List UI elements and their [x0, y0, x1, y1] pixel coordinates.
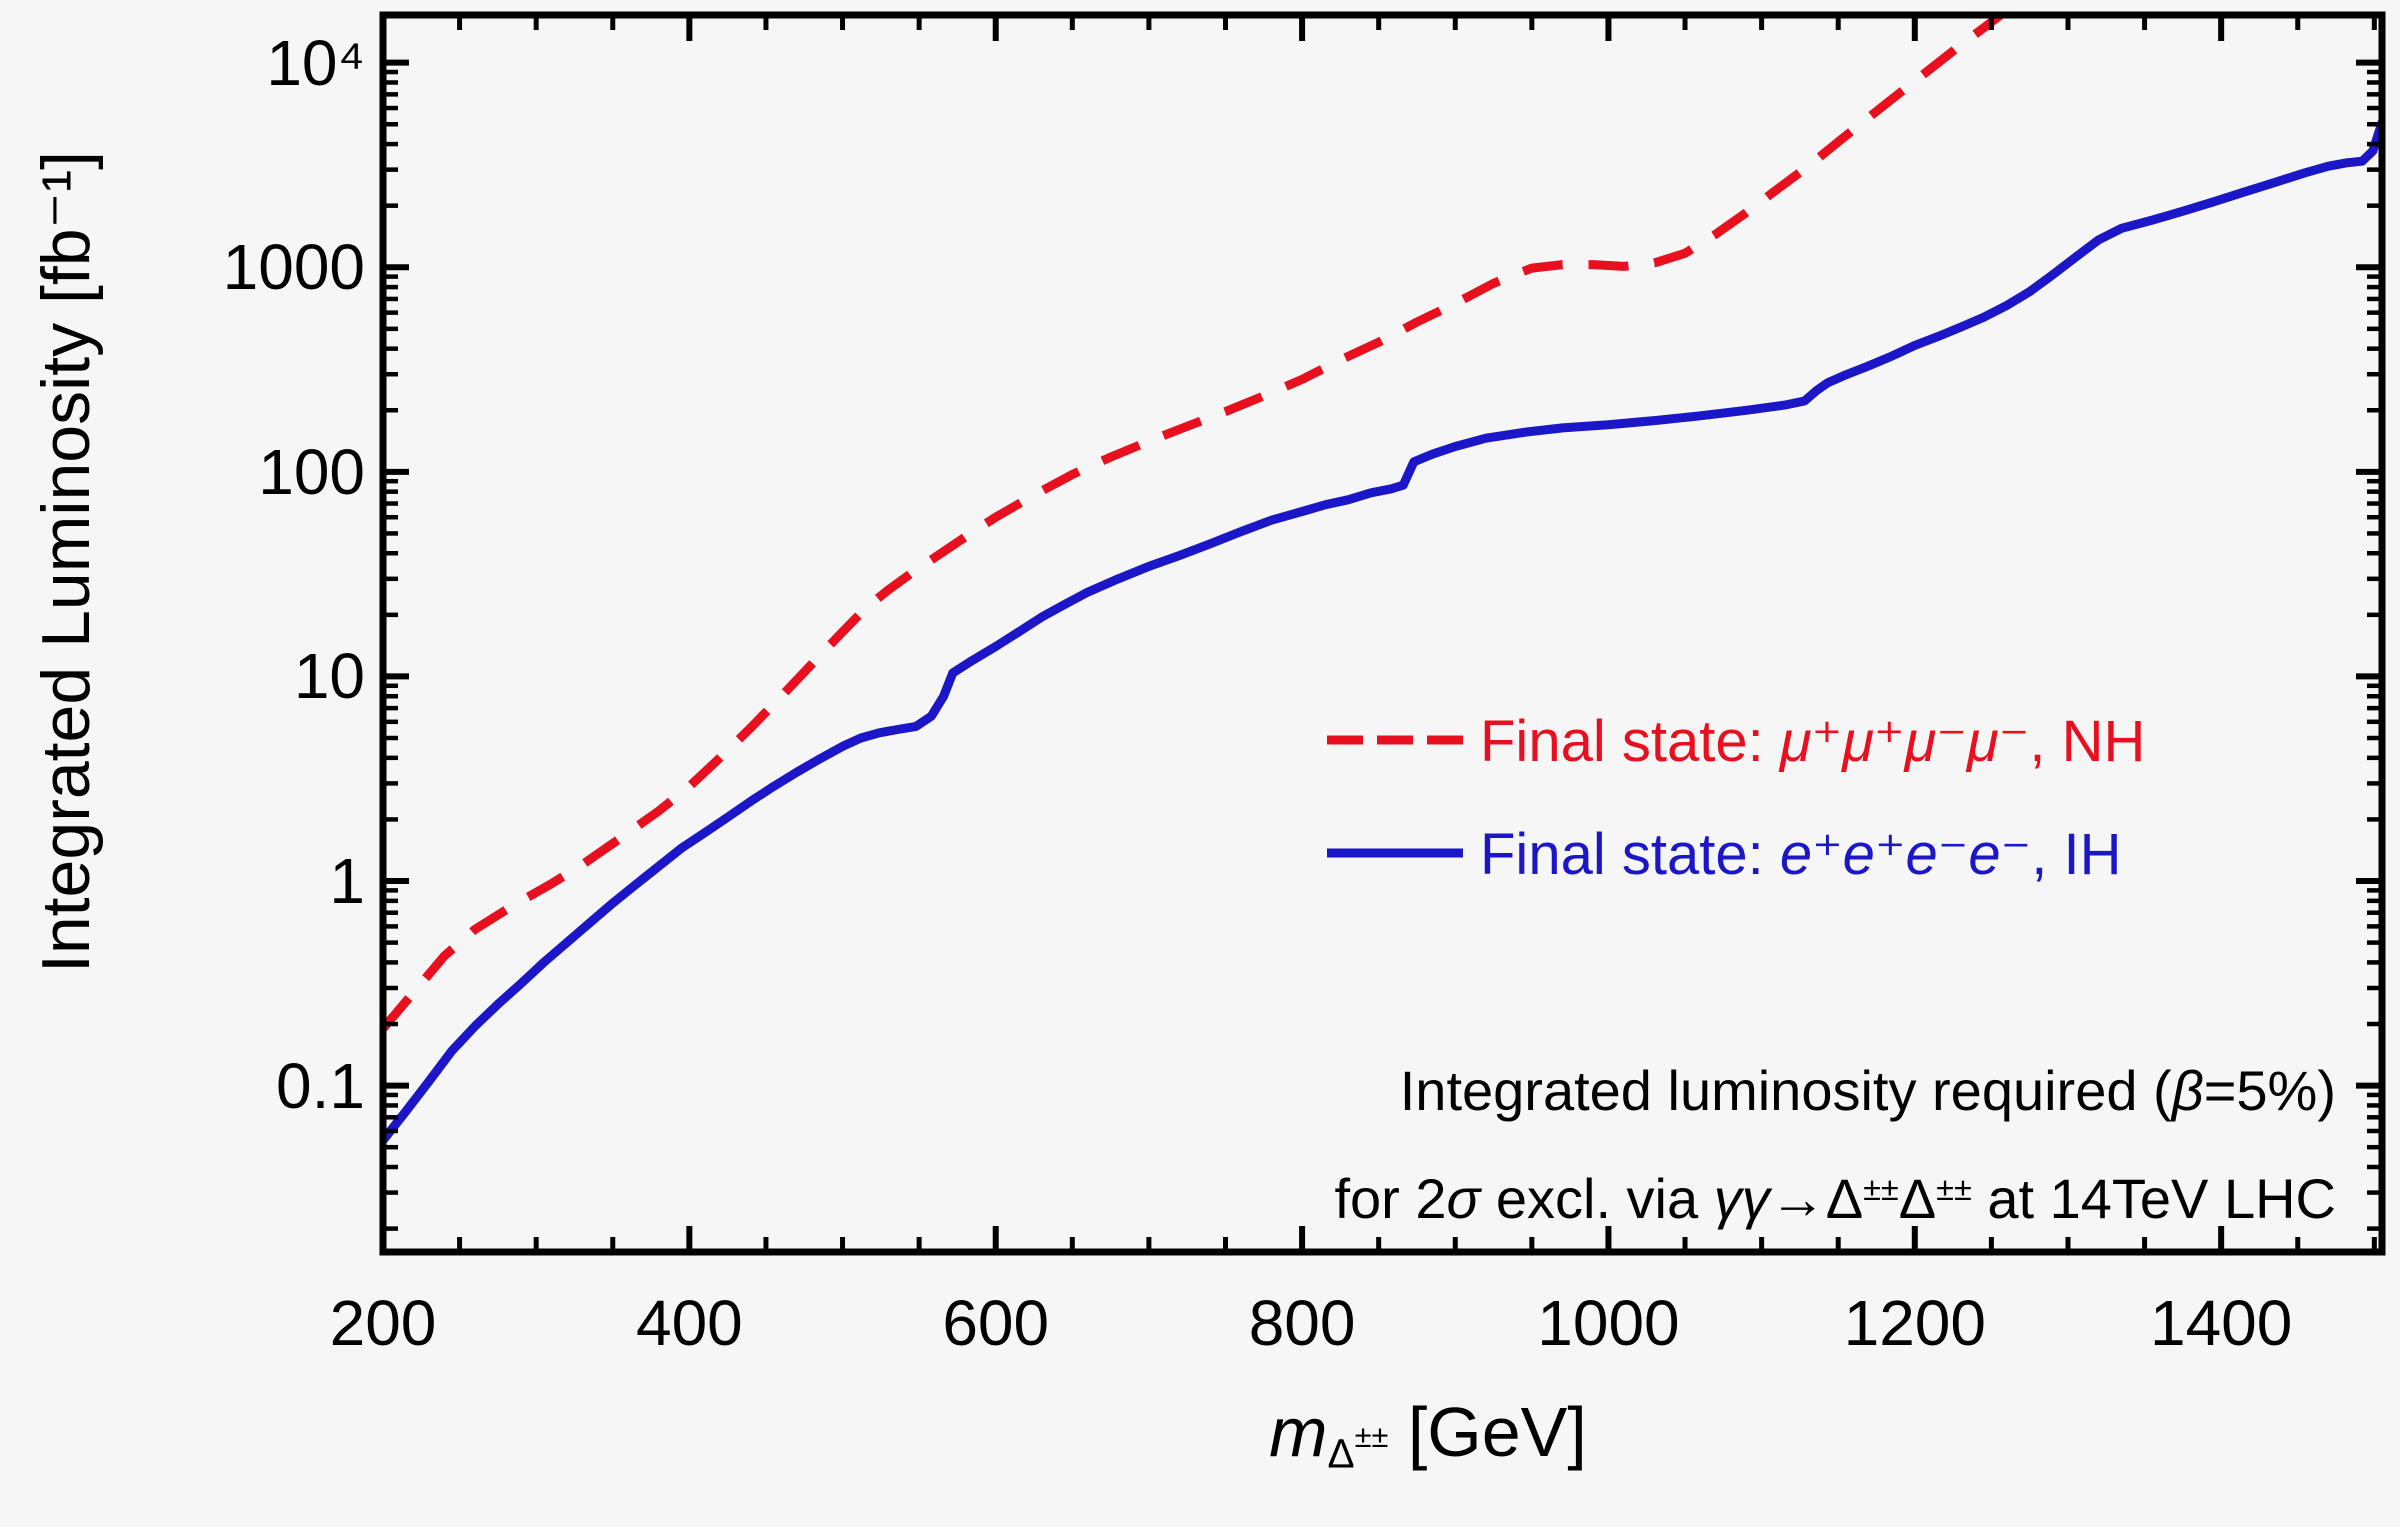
text-segment: [GeV]: [1388, 1393, 1587, 1471]
text-segment: Δ: [1327, 1430, 1355, 1477]
annotation-line-1: Integrated luminosity required (β=5%): [1334, 1056, 2336, 1126]
legend-entry-nh-label: Final state: μ⁺μ⁺μ⁻μ⁻, NH: [1480, 708, 2145, 776]
legend-entry-ih-label: Final state: e⁺e⁺e⁻e⁻, IH: [1480, 821, 2122, 889]
series-curve-nh: [383, 15, 2009, 1032]
text-segment: m: [1269, 1393, 1328, 1471]
text-segment: for 2: [1334, 1167, 1447, 1230]
x-tick-label: 600: [942, 1287, 1050, 1359]
text-segment: e⁺e⁺e⁻e⁻: [1779, 822, 2032, 887]
text-segment: Final state:: [1480, 822, 1780, 887]
annotation-line-2: for 2σ excl. via γγ→Δ±±Δ±± at 14TeV LHC: [1334, 1164, 2336, 1234]
text-segment: ±±: [1936, 1171, 1972, 1208]
x-tick-label: 400: [635, 1287, 743, 1359]
y-tick-label: 10: [293, 640, 365, 713]
text-segment: ±±: [1354, 1418, 1389, 1454]
y-axis-title: Integrated Luminosity [fb⁻¹]: [28, 150, 104, 974]
text-segment: σ: [1446, 1167, 1481, 1230]
text-segment: Δ: [1898, 1167, 1937, 1230]
text-segment: Integrated luminosity required (: [1399, 1059, 2172, 1122]
y-tick-label: 0.1: [276, 1049, 365, 1122]
x-axis-title: mΔ±± [GeV]: [1269, 1392, 1587, 1474]
text-segment: at 14TeV LHC: [1971, 1167, 2336, 1230]
plot-frame: [379, 11, 2386, 1256]
x-tick-label: 1400: [2149, 1287, 2293, 1359]
text-segment: , IH: [2031, 822, 2122, 887]
text-segment: ±±: [1863, 1171, 1899, 1208]
text-segment: , NH: [2029, 709, 2146, 774]
text-segment: excl. via: [1480, 1167, 1714, 1230]
x-tick-label: 200: [329, 1287, 437, 1359]
x-tick-label: 1200: [1843, 1287, 1986, 1359]
y-tick-label: 1: [329, 845, 365, 918]
series-curve-ih: [383, 118, 2382, 1145]
x-tick-label: 1000: [1537, 1287, 1680, 1359]
text-segment: μ⁺μ⁺μ⁻μ⁻: [1779, 709, 2030, 774]
y-tick-label: 100: [258, 435, 365, 508]
text-segment: Final state:: [1480, 709, 1780, 774]
y-tick-label: 10⁴: [266, 26, 365, 99]
text-segment: →Δ: [1769, 1167, 1864, 1230]
text-segment: β: [2171, 1059, 2204, 1122]
x-tick-label: 800: [1248, 1287, 1356, 1359]
text-segment: =5%): [2203, 1059, 2336, 1122]
annotation-block: Integrated luminosity required (β=5%) fo…: [1334, 1056, 2336, 1234]
y-tick-label: 1000: [222, 231, 365, 304]
text-segment: γγ: [1713, 1167, 1770, 1230]
